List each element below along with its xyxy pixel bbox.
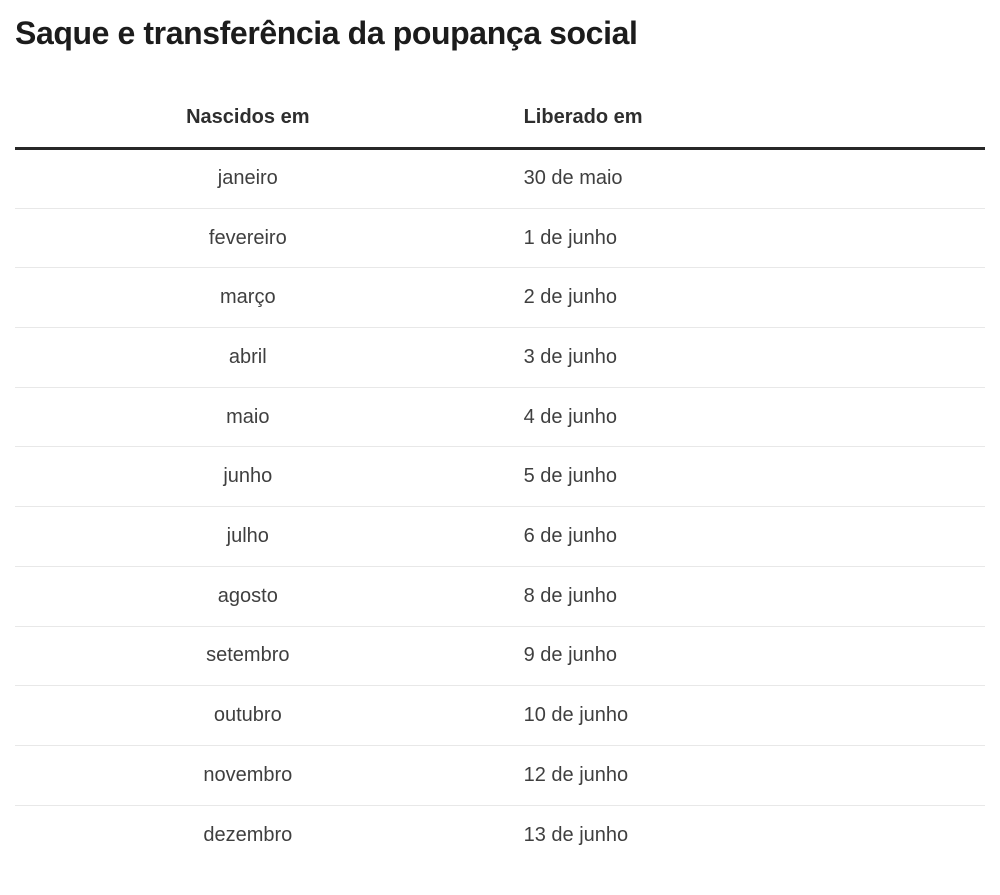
header-row: Nascidos em Liberado em bbox=[15, 52, 985, 150]
release-date-cell: 4 de junho bbox=[523, 405, 618, 428]
table-row: setembro 9 de junho bbox=[15, 626, 985, 686]
born-month-cell: maio bbox=[226, 405, 270, 428]
table-row: fevereiro 1 de junho bbox=[15, 208, 985, 268]
born-month-cell: janeiro bbox=[217, 167, 278, 190]
table-row: outubro 10 de junho bbox=[15, 686, 985, 746]
table-body: janeiro 30 de maio fevereiro 1 de junho … bbox=[15, 149, 985, 865]
table-row: dezembro 13 de junho bbox=[15, 805, 985, 865]
born-month-cell: março bbox=[220, 286, 276, 309]
column-header-born: Nascidos em bbox=[15, 52, 481, 150]
born-month-cell: julho bbox=[226, 524, 269, 547]
table-row: abril 3 de junho bbox=[15, 328, 985, 388]
table-row: novembro 12 de junho bbox=[15, 745, 985, 806]
withdrawal-schedule-table: Nascidos em Liberado em janeiro 30 de ma… bbox=[15, 52, 985, 865]
release-date-cell: 2 de junho bbox=[523, 286, 618, 309]
release-date-cell: 6 de junho bbox=[523, 524, 618, 547]
release-date-cell: 5 de junho bbox=[523, 465, 618, 488]
born-month-cell: agosto bbox=[217, 584, 278, 607]
release-date-cell: 10 de junho bbox=[523, 704, 629, 727]
page-title: Saque e transferência da poupança social bbox=[15, 15, 638, 51]
born-month-cell: novembro bbox=[203, 763, 293, 786]
release-date-cell: 13 de junho bbox=[523, 823, 629, 846]
release-date-cell: 3 de junho bbox=[523, 345, 618, 368]
release-date-cell: 1 de junho bbox=[523, 226, 618, 249]
born-month-cell: dezembro bbox=[203, 823, 293, 846]
table-row: maio 4 de junho bbox=[15, 387, 985, 447]
table-row: janeiro 30 de maio bbox=[15, 149, 985, 209]
table-header: Nascidos em Liberado em bbox=[15, 52, 985, 150]
born-month-cell: abril bbox=[228, 345, 267, 368]
release-date-cell: 8 de junho bbox=[523, 584, 618, 607]
table-row: julho 6 de junho bbox=[15, 507, 985, 567]
release-date-cell: 30 de maio bbox=[523, 167, 623, 190]
born-month-cell: setembro bbox=[206, 644, 290, 667]
release-date-cell: 9 de junho bbox=[523, 644, 618, 667]
born-month-cell: junho bbox=[223, 465, 273, 488]
column-header-released: Liberado em bbox=[480, 52, 985, 150]
table-row: junho 5 de junho bbox=[15, 447, 985, 507]
table-section: Saque e transferência da poupança social… bbox=[0, 14, 1000, 865]
table-row: agosto 8 de junho bbox=[15, 566, 985, 626]
table-row: março 2 de junho bbox=[15, 268, 985, 328]
born-month-cell: fevereiro bbox=[208, 226, 287, 249]
born-month-cell: outubro bbox=[213, 704, 282, 727]
release-date-cell: 12 de junho bbox=[523, 763, 629, 786]
